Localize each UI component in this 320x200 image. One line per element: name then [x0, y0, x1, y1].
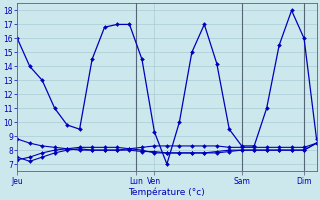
X-axis label: Température (°c): Température (°c)	[129, 187, 205, 197]
